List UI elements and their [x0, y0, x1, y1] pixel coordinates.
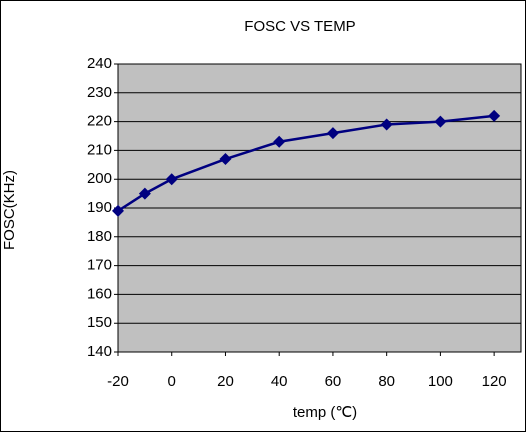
- marker: [488, 109, 501, 122]
- y-tick-label: 230: [87, 84, 112, 101]
- marker: [219, 153, 232, 166]
- marker: [380, 118, 393, 131]
- y-tick-label: 150: [87, 314, 112, 331]
- y-axis-label: FOSC(KHz): [1, 170, 18, 250]
- x-tick-label: 0: [168, 373, 176, 390]
- y-tick-label: 140: [87, 343, 112, 360]
- x-tick-label: 40: [271, 373, 288, 390]
- y-tick-label: 210: [87, 141, 112, 158]
- x-tick-label: 20: [217, 373, 234, 390]
- y-tick-label: 240: [87, 55, 112, 72]
- y-tick-label: 170: [87, 257, 112, 274]
- marker: [434, 115, 447, 128]
- y-tick-label: 200: [87, 170, 112, 187]
- y-tick-label: 190: [87, 199, 112, 216]
- y-tick-label: 220: [87, 113, 112, 130]
- marker: [112, 204, 124, 217]
- chart-title: FOSC VS TEMP: [244, 18, 355, 35]
- y-tick-label: 160: [87, 285, 112, 302]
- marker: [165, 173, 178, 186]
- x-tick-label: 80: [378, 373, 395, 390]
- x-tick-label: 100: [428, 373, 453, 390]
- x-axis-label: temp (℃): [293, 404, 357, 421]
- marker: [273, 135, 286, 148]
- x-tick-label: 120: [482, 373, 507, 390]
- y-tick-label: 180: [87, 228, 112, 245]
- x-tick-label: -20: [107, 373, 129, 390]
- marker: [138, 187, 151, 200]
- marker: [326, 127, 339, 140]
- x-tick-label: 60: [325, 373, 342, 390]
